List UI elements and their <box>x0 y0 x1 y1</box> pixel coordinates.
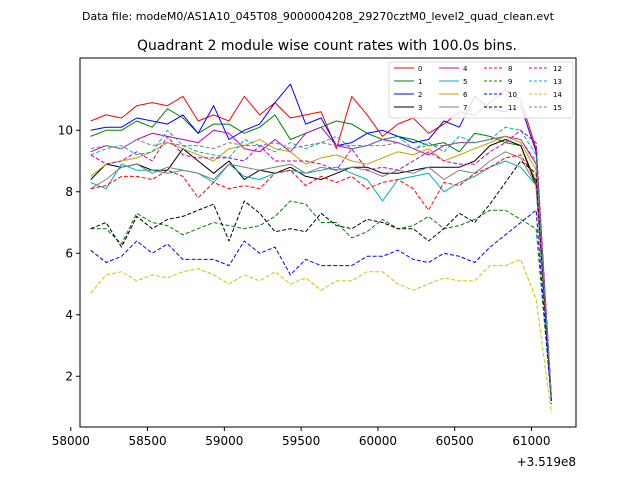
series-line-0 <box>90 89 552 398</box>
legend-label-15: 15 <box>553 104 562 112</box>
plot-axes: 58000 58500 59000 59500 60000 60500 61000 2 4 6 8… <box>52 57 577 469</box>
legend-label-12: 12 <box>553 65 562 73</box>
series-line-11 <box>90 160 552 401</box>
series-line-2 <box>90 83 552 398</box>
legend-label-7: 7 <box>463 104 467 112</box>
x-tick-label: 59000 <box>205 434 243 448</box>
x-tick-label: 60000 <box>359 434 397 448</box>
x-tick-label: 59500 <box>282 434 320 448</box>
x-tick-label: 58000 <box>52 434 90 448</box>
series-line-14 <box>90 258 552 414</box>
legend-label-4: 4 <box>463 65 468 73</box>
legend-label-14: 14 <box>553 91 562 99</box>
legend-label-13: 13 <box>553 78 562 86</box>
y-axis-ticks: 2 4 6 8 10 <box>58 123 80 383</box>
x-tick-label: 58500 <box>128 434 166 448</box>
chart-title: Quadrant 2 module wise count rates with … <box>137 38 517 54</box>
series-layer <box>90 83 552 414</box>
axes-frame <box>79 57 577 428</box>
x-tick-label: 61000 <box>512 434 550 448</box>
series-line-5 <box>90 160 552 401</box>
legend-label-8: 8 <box>508 65 512 73</box>
series-line-10 <box>90 209 552 404</box>
series-line-9 <box>90 200 552 401</box>
legend-label-0: 0 <box>418 65 422 73</box>
legend-label-5: 5 <box>463 78 467 86</box>
legend-label-2: 2 <box>418 91 422 99</box>
series-line-4 <box>90 126 552 401</box>
legend-label-6: 6 <box>463 91 468 99</box>
series-line-12 <box>90 129 552 398</box>
x-axis-offset-label: +3.519e8 <box>517 455 576 469</box>
data-file-header: Data file: modeM0/AS1A10_045T08_90000042… <box>82 10 555 23</box>
legend-label-3: 3 <box>418 104 422 112</box>
y-tick-label: 2 <box>65 369 73 383</box>
legend-label-11: 11 <box>508 104 517 112</box>
x-axis-ticks: 58000 58500 59000 59500 60000 60500 61000 <box>52 427 551 448</box>
legend-label-1: 1 <box>418 78 422 86</box>
y-tick-label: 6 <box>65 246 73 260</box>
x-tick-label: 60500 <box>436 434 474 448</box>
series-line-15 <box>90 135 552 398</box>
y-tick-label: 4 <box>65 308 73 322</box>
series-line-3 <box>90 139 552 401</box>
legend-box <box>388 61 574 119</box>
legend-label-9: 9 <box>508 78 512 86</box>
y-tick-label: 10 <box>58 123 73 137</box>
series-line-13 <box>90 126 552 398</box>
legend-label-10: 10 <box>508 91 517 99</box>
y-tick-label: 8 <box>65 185 73 199</box>
series-line-8 <box>90 154 552 401</box>
